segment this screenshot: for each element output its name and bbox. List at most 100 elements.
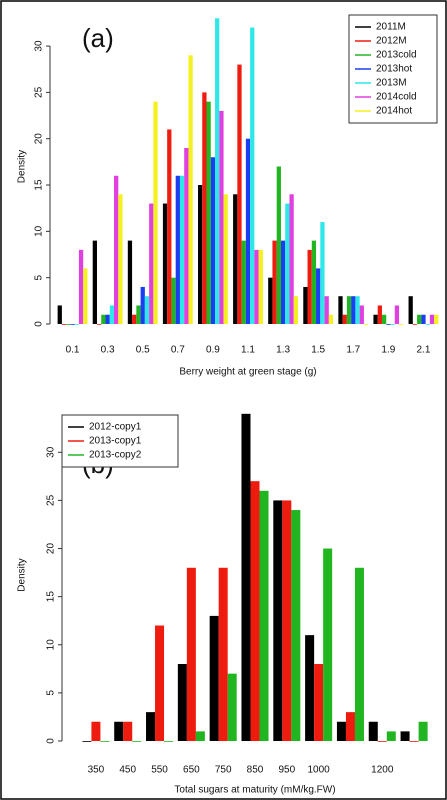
panel-label: (a) [82, 23, 114, 53]
x-tick-label: 950 [278, 765, 295, 776]
bar [114, 175, 119, 324]
bar [118, 194, 123, 324]
bar [429, 314, 435, 324]
bar [355, 296, 360, 324]
bar [409, 741, 419, 742]
bar [223, 194, 228, 324]
bar [179, 175, 185, 324]
bar [386, 731, 396, 741]
bar [100, 741, 110, 742]
bar [354, 567, 364, 741]
y-tick-label: 30 [34, 40, 45, 52]
bar [202, 92, 207, 324]
bar [359, 305, 364, 324]
bar [250, 27, 255, 324]
bar [101, 314, 106, 324]
bar [237, 64, 242, 325]
bar [311, 240, 317, 324]
bar [241, 240, 246, 324]
bar [175, 175, 180, 324]
bar [215, 18, 220, 324]
bar [245, 138, 251, 324]
bar [425, 324, 430, 325]
bar [338, 296, 343, 324]
y-tick-label: 0 [46, 738, 57, 744]
x-axis-label: Total sugars at maturity (mM/kg.FW) [174, 785, 335, 796]
bar [417, 314, 422, 324]
bar [155, 625, 165, 741]
legend-label: 2014hot [376, 106, 412, 117]
bar [167, 129, 172, 324]
y-tick-label: 20 [34, 133, 45, 145]
bar [258, 249, 263, 324]
bar [92, 240, 97, 324]
bar [342, 314, 347, 324]
legend-label: 2013-copy1 [89, 436, 142, 447]
bar [149, 203, 154, 324]
x-tick-label: 0.3 [101, 345, 115, 356]
bar [268, 277, 273, 324]
x-tick-label: 1000 [308, 765, 331, 776]
y-tick-label: 30 [46, 446, 57, 458]
bar [164, 741, 174, 742]
bar [91, 721, 101, 741]
bar [83, 268, 88, 324]
legend-label: 2013hot [376, 64, 412, 75]
bar [195, 731, 205, 741]
bar [162, 203, 168, 324]
bar [132, 741, 142, 742]
bar [82, 741, 92, 742]
bar [345, 712, 355, 741]
x-tick-label: 0.9 [206, 345, 220, 356]
bar [209, 615, 219, 741]
legend-label: 2014cold [376, 92, 417, 103]
bar [399, 324, 404, 325]
bar [70, 324, 75, 325]
bar [377, 305, 382, 324]
bar [336, 721, 346, 741]
bar [171, 277, 176, 324]
bar [78, 249, 84, 324]
bar [381, 314, 387, 324]
x-tick-label: 0.7 [171, 345, 185, 356]
y-axis-label: Density [17, 558, 28, 591]
bar [74, 324, 79, 325]
y-tick-label: 25 [34, 86, 45, 98]
bar [363, 324, 369, 325]
bar [273, 500, 283, 741]
bar [351, 296, 356, 324]
bar [241, 413, 251, 741]
bar [272, 240, 277, 324]
bar [394, 305, 400, 324]
bar [305, 635, 315, 741]
bar [146, 712, 156, 741]
bar [373, 314, 378, 324]
bar [227, 673, 237, 741]
bar [324, 296, 329, 324]
x-tick-label: 1.9 [381, 345, 395, 356]
x-tick-label: 550 [151, 765, 168, 776]
bar [282, 500, 292, 741]
y-tick-label: 25 [46, 494, 57, 506]
bar [303, 286, 308, 324]
legend-label: 2013cold [376, 50, 417, 61]
bar [259, 490, 269, 741]
y-tick-label: 10 [34, 225, 45, 237]
x-axis-label: Berry weight at green stage (g) [179, 367, 316, 378]
bar [323, 548, 333, 741]
bar [276, 166, 281, 324]
bar [434, 314, 439, 324]
bar [153, 101, 158, 324]
bar [314, 664, 324, 741]
bar [386, 324, 391, 325]
bar [140, 286, 145, 324]
bar [218, 567, 228, 741]
bar [368, 721, 378, 741]
y-tick-label: 5 [34, 274, 45, 280]
legend-label: 2012M [376, 36, 407, 47]
bar [412, 324, 418, 325]
bar [127, 240, 133, 324]
y-tick-label: 15 [46, 591, 57, 603]
bar [250, 481, 260, 741]
